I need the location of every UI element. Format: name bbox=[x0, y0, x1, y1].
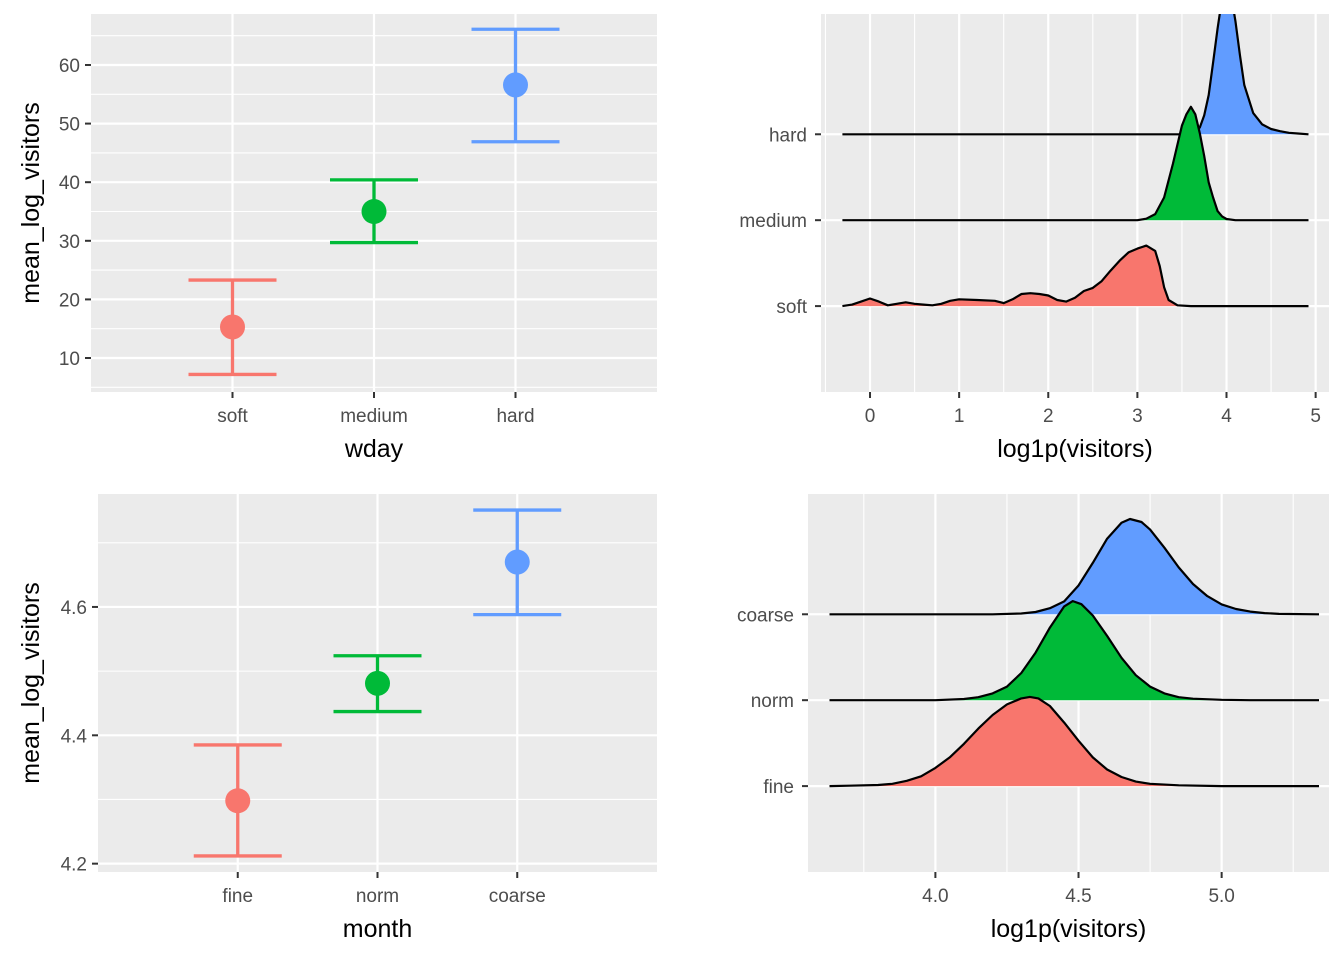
ridges bbox=[842, 14, 1309, 308]
y-axis-title: mean_log_visitors bbox=[17, 582, 45, 784]
error-bar-medium bbox=[330, 178, 418, 245]
y-tick-label: 4.2 bbox=[61, 855, 87, 876]
y-tick-label: 4.6 bbox=[61, 598, 87, 619]
mean-point-medium bbox=[361, 198, 387, 224]
x-tick-label: fine bbox=[222, 886, 253, 907]
x-tick-label: 5.0 bbox=[1208, 886, 1234, 907]
error-bar-soft bbox=[188, 278, 277, 377]
density-outline-fine bbox=[829, 695, 1319, 788]
y-axis-title: mean_log_visitors bbox=[17, 102, 45, 304]
chart-panel-1: 10 20 30 40 50 60 soft medium hard wday mean_log_v… bbox=[17, 14, 657, 463]
x-tick-label: 4 bbox=[1221, 406, 1232, 427]
density-fill-fine bbox=[829, 696, 1319, 787]
error-bar-norm bbox=[333, 654, 422, 714]
x-axis-title: month bbox=[343, 915, 412, 943]
y-tick-label: 30 bbox=[59, 232, 80, 253]
y-tick-label: 50 bbox=[59, 115, 80, 136]
x-tick-label: 4.0 bbox=[922, 886, 948, 907]
density-fill-medium bbox=[842, 106, 1309, 221]
y-tick-label: 60 bbox=[59, 56, 80, 77]
error-bar-coarse bbox=[473, 508, 562, 617]
error-bar-hard bbox=[471, 27, 560, 144]
y-tick-label: soft bbox=[776, 297, 807, 318]
density-outline-norm bbox=[829, 600, 1319, 702]
x-tick-label: 1 bbox=[954, 406, 965, 427]
panel-background bbox=[821, 14, 1329, 392]
density-outline-coarse bbox=[829, 517, 1320, 616]
mean-point-norm bbox=[365, 670, 390, 696]
y-tick-label: 4.4 bbox=[61, 726, 88, 747]
x-tick-label: 3 bbox=[1132, 406, 1143, 427]
x-tick-label: 5 bbox=[1310, 406, 1321, 427]
density-fill-coarse bbox=[829, 519, 1319, 615]
density-fill-norm bbox=[829, 601, 1319, 701]
y-tick-label: fine bbox=[763, 777, 794, 798]
mean-point-fine bbox=[225, 788, 251, 814]
y-tick-label: 40 bbox=[59, 173, 80, 194]
y-tick-label: coarse bbox=[737, 605, 794, 626]
chart-panel-3: 4.2 4.4 4.6 fine norm coarse month mean_log_vis… bbox=[17, 494, 657, 943]
chart-panel-4: fine norm coarse 4.0 4.5 5.0 log1p(visitors) bbox=[737, 494, 1329, 943]
density-fill-hard bbox=[842, 14, 1309, 135]
error-bar-fine bbox=[193, 743, 282, 858]
y-tick-label: hard bbox=[769, 125, 807, 146]
x-tick-label: hard bbox=[496, 406, 534, 427]
y-tick-label: 10 bbox=[59, 349, 80, 370]
density-outline-soft bbox=[842, 244, 1309, 308]
y-tick-label: norm bbox=[751, 691, 794, 712]
y-tick-label: medium bbox=[739, 211, 807, 232]
x-tick-label: 2 bbox=[1043, 406, 1054, 427]
x-tick-label: coarse bbox=[489, 886, 546, 907]
mean-point-hard bbox=[503, 72, 528, 98]
y-tick-label: 20 bbox=[59, 290, 80, 311]
x-tick-label: 0 bbox=[865, 406, 876, 427]
x-axis-title: log1p(visitors) bbox=[997, 435, 1153, 463]
x-tick-label: soft bbox=[217, 406, 248, 427]
density-outline-hard bbox=[842, 14, 1309, 136]
x-tick-label: 4.5 bbox=[1065, 886, 1091, 907]
x-tick-label: medium bbox=[340, 406, 408, 427]
density-outline-medium bbox=[842, 105, 1309, 222]
mean-point-soft bbox=[220, 314, 245, 340]
x-axis-title: wday bbox=[344, 435, 404, 463]
x-tick-label: norm bbox=[356, 886, 399, 907]
ridges bbox=[829, 517, 1320, 788]
mean-point-coarse bbox=[504, 549, 530, 575]
x-axis-title: log1p(visitors) bbox=[991, 915, 1147, 943]
chart-panel-2: soft medium hard 0 1 2 3 4 5 log1p(visitors) bbox=[739, 14, 1329, 463]
